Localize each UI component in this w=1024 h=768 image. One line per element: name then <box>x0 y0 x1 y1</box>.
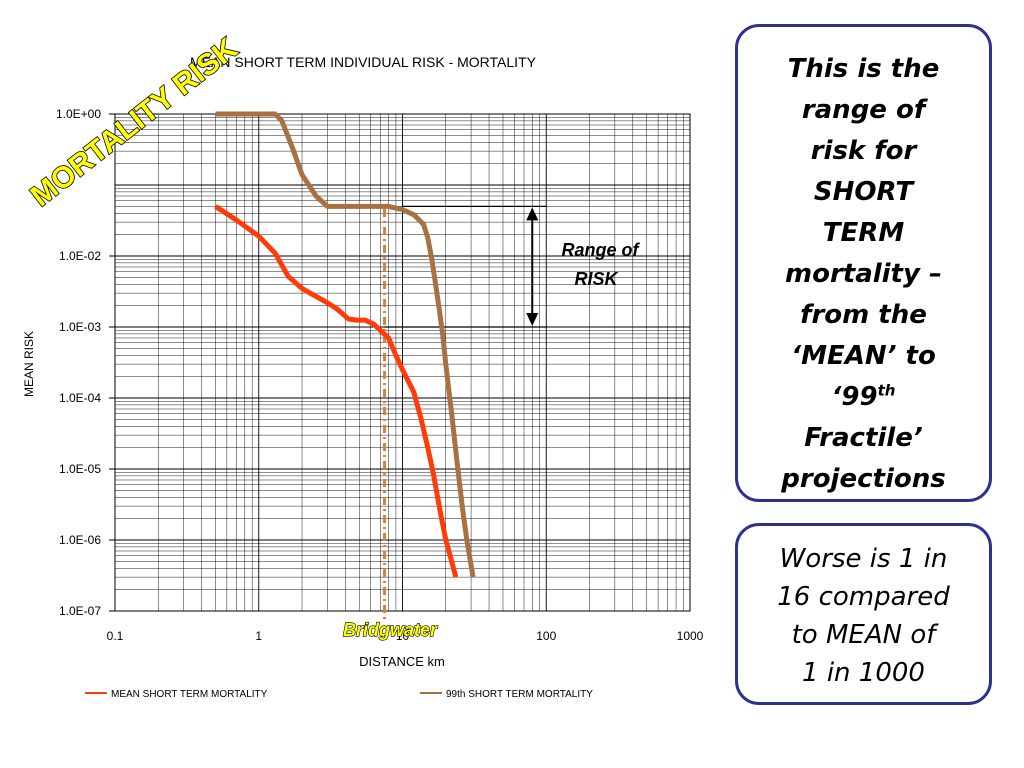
range-line-10: Fractile’ <box>804 423 923 453</box>
range-of-risk-label: Range of <box>561 240 640 260</box>
range-line-8: ‘MEAN’ to <box>791 341 936 371</box>
range-line-3: risk for <box>810 136 917 166</box>
x-tick-label: 10 <box>396 629 410 643</box>
x-tick-label: 100 <box>536 629 556 643</box>
range-line-6: mortality – <box>784 259 942 289</box>
y-tick-label: 1.0E-02 <box>59 249 101 263</box>
y-tick-label: 1.0E+00 <box>56 107 101 121</box>
chart-svg: MEAN SHORT TERM INDIVIDUAL RISK - MORTAL… <box>22 31 704 700</box>
legend-label: 99th SHORT TERM MORTALITY <box>446 689 593 700</box>
x-axis-label: DISTANCE km <box>359 654 445 669</box>
bridgwater-label: Bridgwater <box>343 620 438 640</box>
y-tick-label: 1.0E-04 <box>59 391 101 405</box>
range-line-2: range of <box>801 95 926 125</box>
worse-line-3: to MEAN of <box>791 620 936 650</box>
range-line-7: from the <box>800 300 927 330</box>
range-99-text: ‘99 <box>831 382 878 412</box>
legend-label: MEAN SHORT TERM MORTALITY <box>111 689 268 700</box>
range-callout-box: This is the range of risk for SHORT TERM… <box>735 24 992 502</box>
x-tick-labels: 0.1 1 10 100 1000 <box>107 629 704 643</box>
legend: MEAN SHORT TERM MORTALITY 99th SHORT TERM… <box>85 689 593 700</box>
range-annotation <box>384 205 548 328</box>
worse-line-1: Worse is 1 in <box>779 544 948 574</box>
range-line-9: ‘99th <box>750 377 977 418</box>
range-line-1: This is the <box>787 54 940 84</box>
chart-title: MEAN SHORT TERM INDIVIDUAL RISK - MORTAL… <box>190 54 537 70</box>
worse-callout-box: Worse is 1 in 16 compared to MEAN of 1 i… <box>735 523 992 705</box>
risk-label: RISK <box>574 269 619 289</box>
series-lines <box>214 111 476 578</box>
worse-line-2: 16 compared <box>777 582 950 612</box>
x-tick-label: 1 <box>255 629 262 643</box>
mean-series-line <box>214 204 459 578</box>
x-tick-label: 1000 <box>677 629 704 643</box>
worse-line-4: 1 in 1000 <box>802 658 925 688</box>
range-line-11: projections <box>781 464 946 494</box>
y-tick-label: 1.0E-05 <box>59 462 101 476</box>
y-axis-label: MEAN RISK <box>22 331 36 397</box>
range-line-4: SHORT <box>813 177 914 207</box>
grid-lines <box>114 114 690 612</box>
range-arrow-head-down <box>526 313 539 326</box>
range-arrow-head-up <box>526 207 539 221</box>
y-tick-label: 1.0E-06 <box>59 533 101 547</box>
range-th-superscript: th <box>877 381 896 400</box>
range-line-5: TERM <box>822 218 905 248</box>
y-tick-label: 1.0E-07 <box>59 604 101 618</box>
y-tick-labels: 1.0E-07 1.0E-06 1.0E-05 1.0E-04 1.0E-03 1.0E-… <box>56 107 115 618</box>
p99-series-line <box>215 111 476 578</box>
y-tick-label: 1.0E-03 <box>59 320 101 334</box>
x-tick-label: 0.1 <box>107 629 124 643</box>
